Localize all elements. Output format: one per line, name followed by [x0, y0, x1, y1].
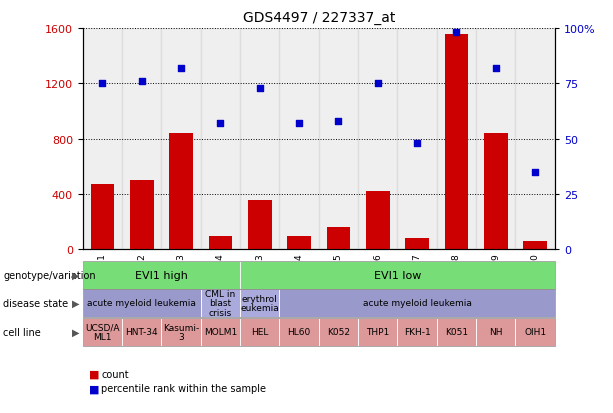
Bar — [397, 29, 436, 250]
Bar — [240, 29, 280, 250]
Text: genotype/variation: genotype/variation — [3, 270, 96, 280]
Bar — [444, 34, 468, 250]
Point — [97, 81, 107, 88]
Point — [137, 78, 147, 85]
Bar — [405, 239, 429, 250]
Bar — [161, 29, 201, 250]
Bar — [366, 192, 390, 250]
Text: count: count — [101, 369, 129, 379]
Point — [373, 81, 383, 88]
Point — [333, 119, 343, 125]
Text: erythrol
eukemia: erythrol eukemia — [240, 294, 279, 313]
Bar — [248, 200, 272, 250]
Text: HEL: HEL — [251, 328, 268, 337]
Text: K051: K051 — [445, 328, 468, 337]
Bar — [169, 134, 193, 250]
Bar — [122, 29, 161, 250]
Text: K052: K052 — [327, 328, 350, 337]
Text: THP1: THP1 — [366, 328, 389, 337]
Point — [255, 85, 265, 92]
Bar — [327, 228, 350, 250]
Text: percentile rank within the sample: percentile rank within the sample — [101, 383, 266, 393]
Bar — [358, 29, 397, 250]
Bar — [476, 29, 516, 250]
Point — [216, 121, 226, 127]
Bar — [484, 134, 508, 250]
Text: HL60: HL60 — [287, 328, 311, 337]
Text: ■: ■ — [89, 369, 99, 379]
Bar — [516, 29, 555, 250]
Text: cell line: cell line — [3, 327, 41, 337]
Text: EVI1 high: EVI1 high — [135, 270, 188, 280]
Text: ▶: ▶ — [72, 327, 80, 337]
Text: MOLM1: MOLM1 — [204, 328, 237, 337]
Text: ■: ■ — [89, 383, 99, 393]
Text: acute myeloid leukemia: acute myeloid leukemia — [87, 299, 196, 308]
Point — [412, 140, 422, 147]
Text: NH: NH — [489, 328, 503, 337]
Text: ▶: ▶ — [72, 298, 80, 308]
Text: HNT-34: HNT-34 — [126, 328, 158, 337]
Text: FKH-1: FKH-1 — [404, 328, 430, 337]
Bar — [83, 29, 122, 250]
Text: OIH1: OIH1 — [524, 328, 546, 337]
Bar — [208, 236, 232, 250]
Point — [294, 121, 304, 127]
Text: EVI1 low: EVI1 low — [374, 270, 421, 280]
Bar — [201, 29, 240, 250]
Bar — [280, 29, 319, 250]
Bar — [436, 29, 476, 250]
Text: UCSD/A
ML1: UCSD/A ML1 — [85, 323, 120, 342]
Bar — [287, 236, 311, 250]
Bar — [319, 29, 358, 250]
Text: Kasumi-
3: Kasumi- 3 — [163, 323, 199, 342]
Point — [452, 30, 462, 37]
Bar — [91, 185, 114, 250]
Bar — [524, 242, 547, 250]
Point — [176, 65, 186, 72]
Point — [530, 169, 540, 176]
Text: CML in
blast
crisis: CML in blast crisis — [205, 289, 235, 317]
Text: disease state: disease state — [3, 298, 68, 308]
Text: ▶: ▶ — [72, 270, 80, 280]
Title: GDS4497 / 227337_at: GDS4497 / 227337_at — [243, 11, 395, 25]
Bar — [130, 181, 153, 250]
Text: acute myeloid leukemia: acute myeloid leukemia — [363, 299, 471, 308]
Point — [491, 65, 501, 72]
